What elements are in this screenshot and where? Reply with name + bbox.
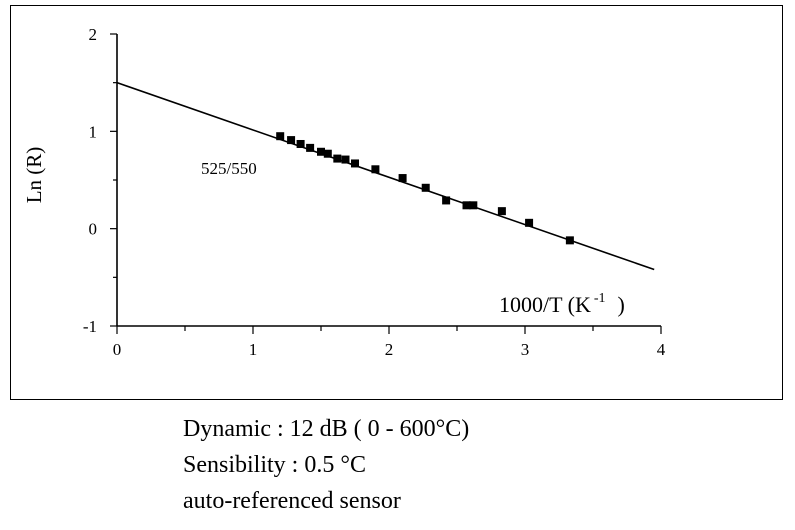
caption-sensibility: Sensibility : 0.5 °C: [183, 452, 366, 478]
data-point: [497, 207, 506, 216]
data-point: [565, 236, 574, 245]
series-annotation: 525/550: [201, 159, 257, 178]
x-tick-label: 3: [521, 340, 530, 359]
x-tick-label: 4: [657, 340, 666, 359]
y-tick-label: -1: [83, 317, 97, 336]
data-point: [341, 155, 350, 164]
data-point: [287, 136, 296, 145]
data-point: [351, 159, 359, 168]
data-point: [421, 183, 430, 192]
chart-frame: 0 1 2 3 4 2 1 0 -1 Ln (R) 1000/T (K -1) 525/550: [10, 5, 783, 400]
data-point: [306, 143, 315, 152]
data-point: [398, 174, 407, 183]
data-point: [525, 218, 534, 227]
data-point: [333, 154, 342, 163]
scatter-plot: 0 1 2 3 4 2 1 0 -1 Ln (R) 1000/T (K -1) 525/550: [22, 25, 666, 359]
y-axis-label: Ln (R): [22, 147, 46, 204]
x-tick-label: 2: [385, 340, 394, 359]
fit-line: [116, 81, 655, 271]
data-point: [371, 165, 380, 174]
x-tick-label: 1: [249, 340, 258, 359]
caption-sensor: auto-referenced sensor: [183, 488, 401, 514]
y-tick-label: 0: [89, 220, 98, 239]
caption-dynamic: Dynamic : 12 dB ( 0 - 600°C): [183, 416, 470, 442]
data-point: [317, 147, 325, 156]
data-point: [276, 132, 285, 141]
data-point: [469, 201, 478, 210]
data-point: [442, 196, 451, 205]
y-tick-label: 1: [89, 122, 98, 141]
y-tick-label: 2: [89, 25, 98, 44]
data-point: [323, 149, 332, 158]
x-axis-label: 1000/T (K -1): [499, 291, 625, 317]
data-point: [296, 139, 305, 148]
data-point: [462, 201, 471, 210]
x-tick-label: 0: [113, 340, 122, 359]
